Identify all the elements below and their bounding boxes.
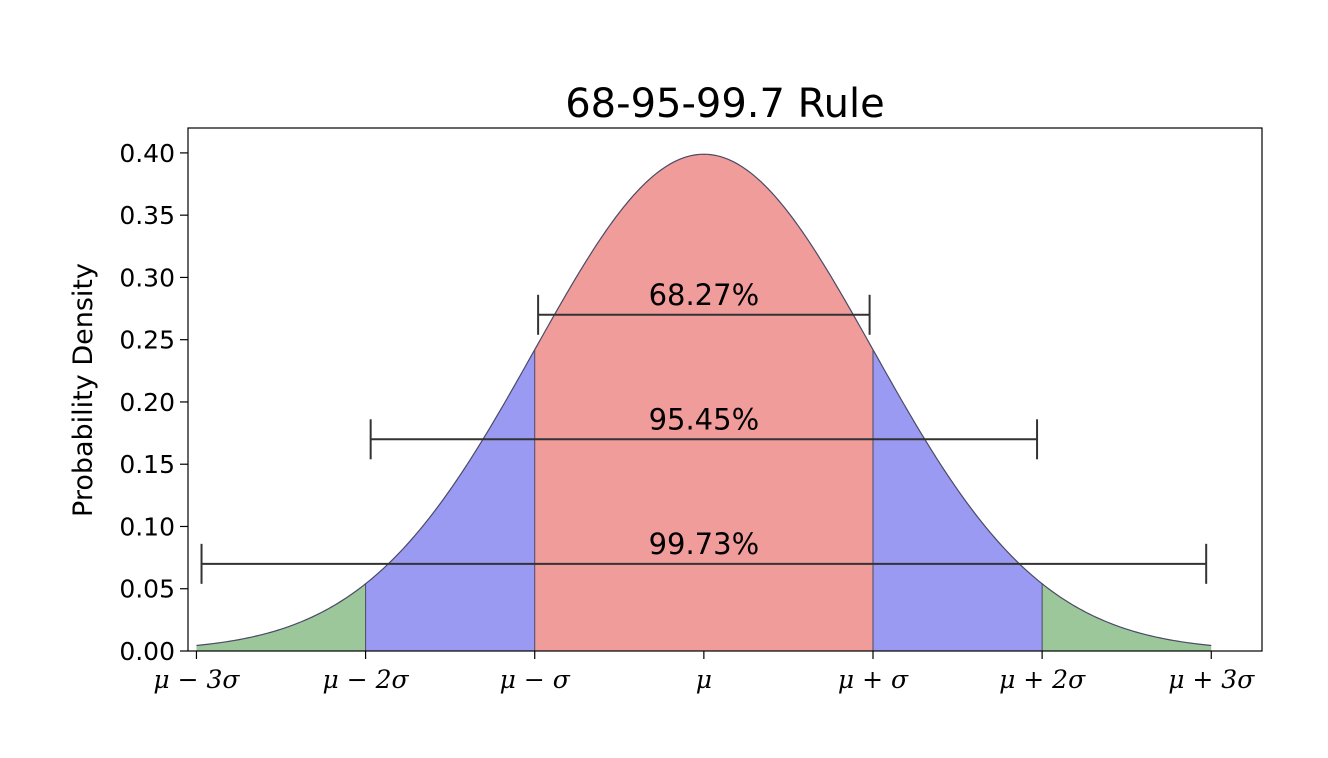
x-tick-label-0: μ − 3σ <box>153 665 240 694</box>
region-1 <box>365 349 535 651</box>
interval-annotations: 68.27% 95.45% 99.73% <box>200 278 1208 584</box>
region-2 <box>534 154 873 651</box>
y-tick-label-0: 0.00 <box>119 637 175 666</box>
region-4 <box>1042 583 1212 651</box>
x-tick-label-6: μ + 3σ <box>1168 665 1255 694</box>
x-tick-label-5: μ + 2σ <box>999 665 1086 694</box>
interval-label-1: 95.45% <box>649 402 760 436</box>
x-tick-label-2: μ − σ <box>500 665 571 694</box>
y-axis: 0.00 0.05 0.10 0.15 0.20 0.25 0.30 0.35 0.40 <box>119 139 188 666</box>
x-tick-label-3: μ <box>696 665 712 694</box>
y-tick-label-1: 0.05 <box>119 575 175 604</box>
region-3 <box>872 349 1043 651</box>
density-curve <box>196 153 1212 647</box>
region-0 <box>196 583 366 651</box>
y-tick-label-2: 0.10 <box>119 512 175 541</box>
y-tick-label-3: 0.15 <box>119 450 175 479</box>
interval-label-2: 99.73% <box>649 527 760 561</box>
chart-title: 68-95-99.7 Rule <box>565 81 885 127</box>
x-tick-label-4: μ + σ <box>838 665 909 694</box>
y-tick-label-4: 0.20 <box>119 388 175 417</box>
shaded-regions <box>196 154 1212 651</box>
plot-frame <box>187 127 1263 652</box>
y-axis-label: Probability Density <box>68 263 99 517</box>
y-tick-label-7: 0.35 <box>119 201 175 230</box>
y-tick-label-8: 0.40 <box>119 139 175 168</box>
x-axis: μ − 3σ μ − 2σ μ − σ μ μ + σ μ + 2σ μ + 3σ <box>153 651 1255 694</box>
x-tick-label-1: μ − 2σ <box>323 665 410 694</box>
interval-label-0: 68.27% <box>649 278 760 312</box>
y-tick-label-6: 0.30 <box>119 263 175 292</box>
y-tick-label-5: 0.25 <box>119 326 175 355</box>
